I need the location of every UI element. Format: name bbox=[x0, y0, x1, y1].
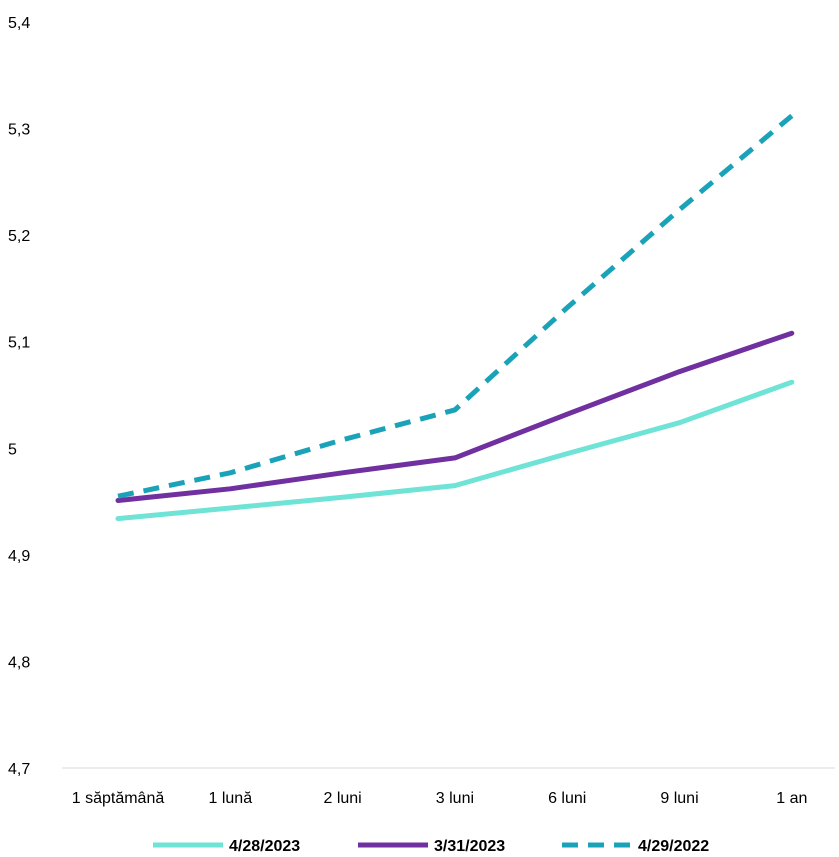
x-tick-label: 9 luni bbox=[660, 790, 698, 807]
y-tick-label: 5,1 bbox=[8, 335, 30, 352]
series-line-1 bbox=[115, 379, 795, 522]
y-axis: 4,7 4,8 4,9 5 5,1 5,2 5,3 5,4 bbox=[8, 15, 30, 778]
legend-label-3: 4/29/2022 bbox=[638, 838, 709, 855]
y-tick-label: 5,2 bbox=[8, 228, 30, 245]
series-line-2 bbox=[115, 330, 795, 503]
plot-area bbox=[115, 113, 795, 522]
x-tick-label: 1 an bbox=[776, 790, 807, 807]
y-tick-label: 5,4 bbox=[8, 15, 30, 32]
y-tick-label: 4,7 bbox=[8, 761, 30, 778]
x-tick-label: 2 luni bbox=[323, 790, 361, 807]
legend-label-1: 4/28/2023 bbox=[229, 838, 300, 855]
x-tick-label: 1 lună bbox=[209, 790, 253, 807]
y-tick-label: 5,3 bbox=[8, 122, 30, 139]
x-tick-label: 3 luni bbox=[436, 790, 474, 807]
legend-label-2: 3/31/2023 bbox=[434, 838, 505, 855]
x-axis: 1 săptămână 1 lună 2 luni 3 luni 6 luni 9 lun… bbox=[72, 790, 808, 807]
legend: 4/28/2023 3/31/2023 4/29/2022 bbox=[153, 838, 709, 855]
y-tick-label: 4,9 bbox=[8, 548, 30, 565]
y-tick-label: 4,8 bbox=[8, 654, 30, 671]
y-tick-label: 5 bbox=[8, 441, 17, 458]
x-tick-label: 1 săptămână bbox=[72, 790, 165, 807]
series-line-3 bbox=[117, 113, 794, 499]
x-tick-label: 6 luni bbox=[548, 790, 586, 807]
